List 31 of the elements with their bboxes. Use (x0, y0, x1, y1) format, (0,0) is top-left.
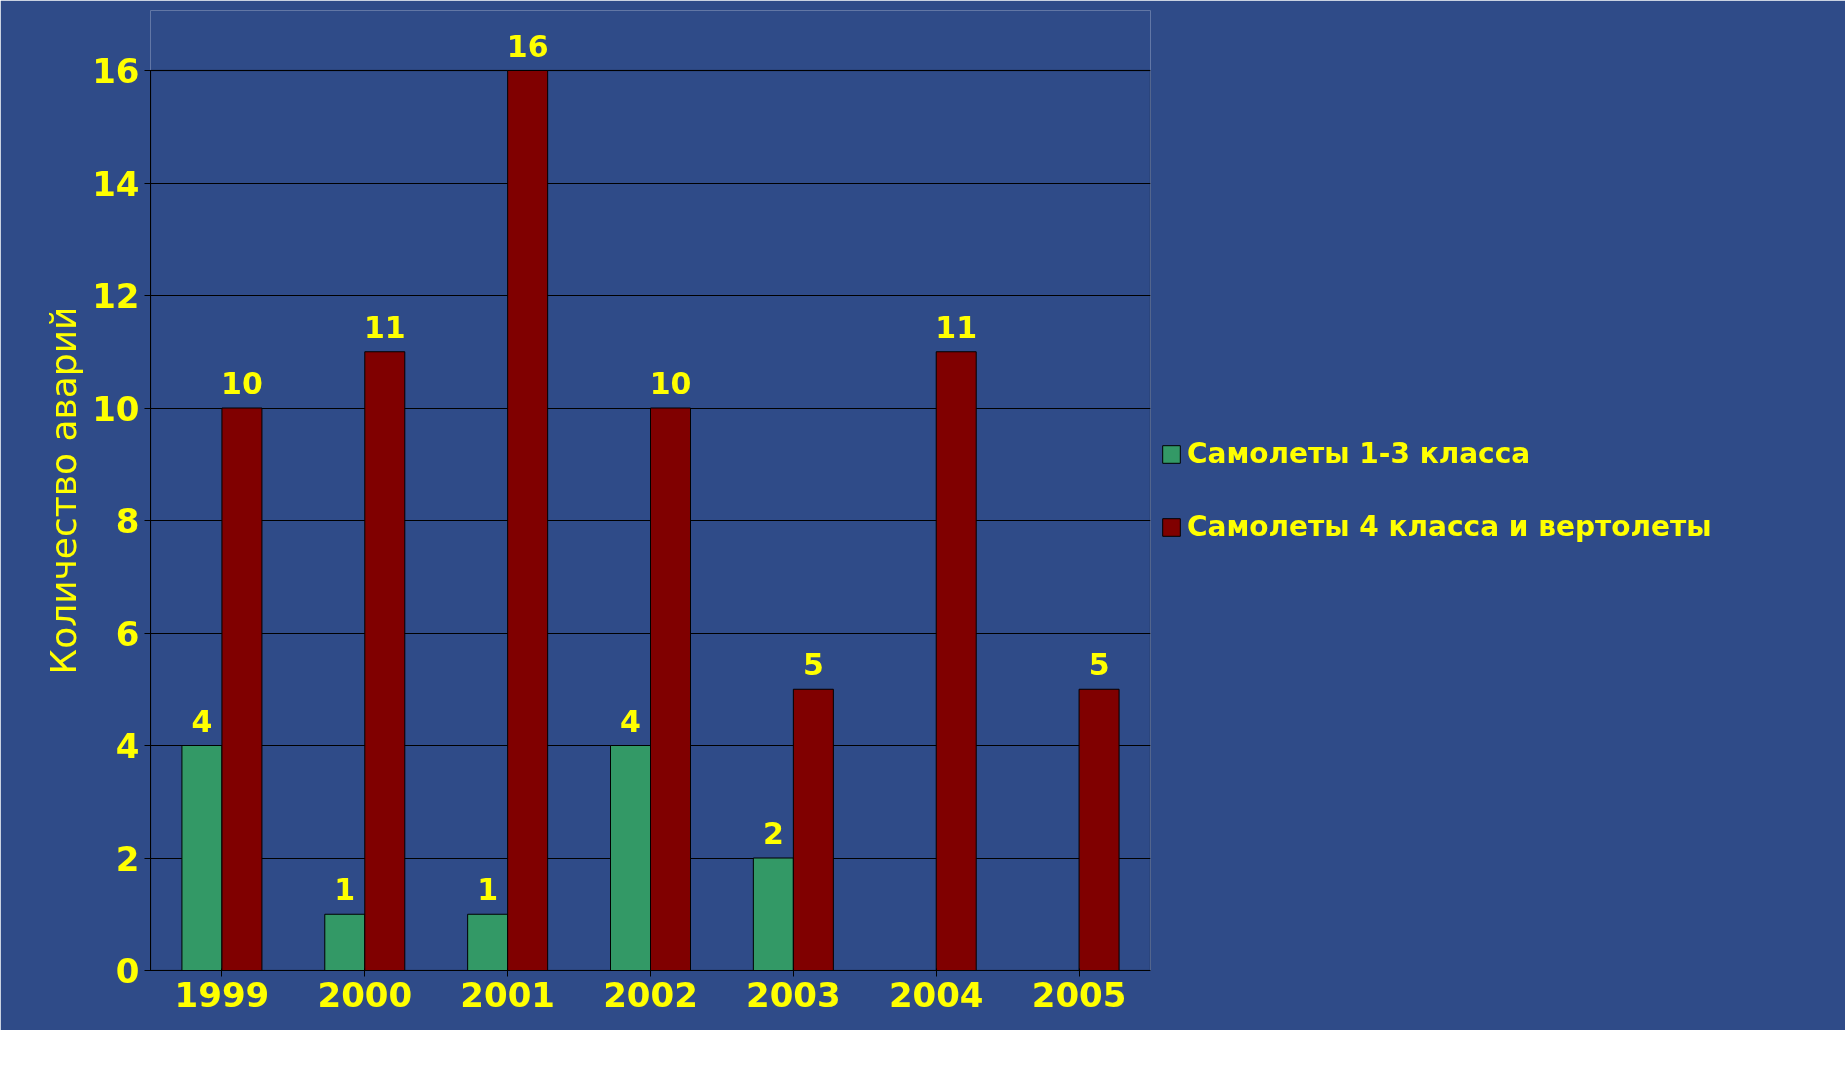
x-tick-label: 2003 (746, 974, 841, 1015)
y-tick-label: 4 (115, 726, 140, 766)
x-tick-label: 2005 (1031, 974, 1127, 1015)
data-label: 1 (477, 872, 499, 908)
y-axis-title: Количество аварий (43, 306, 85, 675)
x-tick-label: 2001 (460, 974, 555, 1015)
x-tick-label: 2000 (317, 974, 413, 1015)
x-tick-label: 2002 (603, 974, 698, 1015)
data-label: 10 (649, 366, 692, 401)
y-tick-label: 12 (92, 276, 140, 316)
y-tick-label: 10 (92, 388, 140, 429)
data-label: 16 (506, 28, 549, 64)
y-tick-label: 16 (92, 51, 140, 91)
data-label: 5 (1088, 647, 1110, 683)
y-tick-label: 6 (115, 613, 140, 654)
data-label: 1 (334, 872, 356, 908)
y-tick-label: 2 (115, 838, 140, 879)
data-label: 11 (363, 309, 406, 345)
legend-label: Самолеты 1-3 класса (1187, 437, 1531, 470)
data-label: 10 (221, 366, 263, 401)
data-label: 2 (762, 816, 784, 851)
y-tick-label: 0 (115, 951, 140, 991)
y-tick-label: 14 (92, 163, 140, 204)
data-label: 5 (802, 647, 824, 683)
x-tick-label: 2004 (888, 974, 984, 1015)
x-tick-label: 1999 (174, 974, 270, 1015)
data-label: 11 (935, 309, 978, 345)
data-label: 4 (191, 703, 213, 739)
y-tick-label: 8 (115, 501, 140, 541)
data-label: 4 (620, 703, 641, 739)
legend-label: Самолеты 4 класса и вертолеты (1187, 510, 1712, 543)
